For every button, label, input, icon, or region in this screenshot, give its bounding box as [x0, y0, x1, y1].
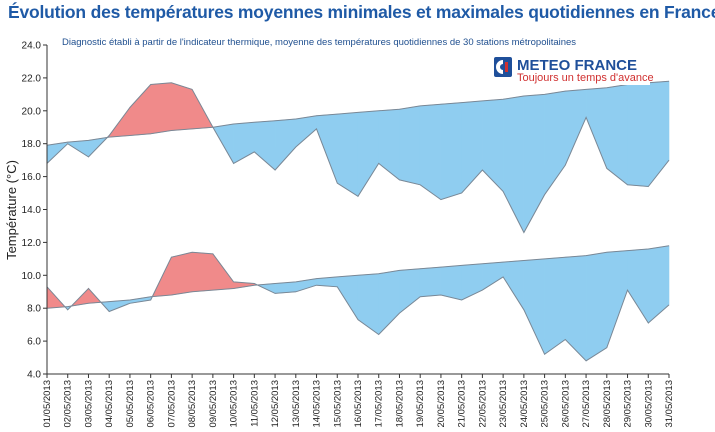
- min-temp-below-normal-area: [627, 248, 649, 325]
- x-tick-label: 20/05/2013: [436, 380, 447, 428]
- x-tick-label: 16/05/2013: [353, 380, 364, 428]
- meteo-france-logo: METEO FRANCE Toujours un temps d'avance: [492, 53, 654, 85]
- x-tick-label: 30/05/2013: [643, 380, 654, 428]
- y-tick-label: 24.0: [22, 41, 42, 52]
- x-tick-label: 05/05/2013: [125, 380, 136, 428]
- y-tick-label: 12.0: [22, 238, 42, 249]
- y-tick-label: 4.0: [27, 370, 41, 381]
- x-tick-label: 28/05/2013: [602, 380, 613, 428]
- x-tick-label: 22/05/2013: [477, 380, 488, 428]
- max-temp-above-normal-area: [129, 83, 151, 136]
- min-temp-below-normal-area: [544, 256, 566, 355]
- x-tick-label: 14/05/2013: [312, 380, 323, 428]
- y-tick-label: 16.0: [22, 172, 42, 183]
- x-tick-label: 18/05/2013: [394, 380, 405, 428]
- min-temp-below-normal-area: [399, 268, 421, 314]
- y-tick-label: 14.0: [22, 205, 42, 216]
- logo-slogan: Toujours un temps d'avance: [517, 72, 654, 84]
- x-tick-label: 04/05/2013: [104, 380, 115, 428]
- max-temp-below-normal-area: [274, 118, 297, 171]
- y-axis-label: Température (°C): [4, 160, 19, 260]
- x-tick-label: 13/05/2013: [291, 380, 302, 428]
- min-temp-below-normal-area: [378, 270, 400, 336]
- x-tick-label: 07/05/2013: [166, 380, 177, 428]
- y-tick-label: 8.0: [27, 304, 41, 315]
- min-temp-below-normal-area: [647, 245, 670, 324]
- min-temp-below-normal-area: [502, 260, 525, 311]
- x-tick-label: 08/05/2013: [187, 380, 198, 428]
- min-temp-below-normal-area: [419, 266, 442, 298]
- min-temp-above-normal-area: [191, 251, 214, 293]
- chart-subtitle: Diagnostic établi à partir de l'indicate…: [62, 37, 576, 48]
- x-tick-label: 26/05/2013: [560, 380, 571, 428]
- x-tick-label: 09/05/2013: [208, 380, 219, 428]
- min-temp-below-normal-area: [336, 274, 359, 321]
- x-tick-label: 25/05/2013: [540, 380, 551, 428]
- min-temp-below-normal-area: [357, 273, 380, 336]
- x-tick-label: 31/05/2013: [664, 380, 675, 428]
- x-tick-label: 21/05/2013: [457, 380, 468, 428]
- y-tick-label: 6.0: [27, 337, 41, 348]
- x-tick-label: 17/05/2013: [374, 380, 385, 428]
- logo-name: METEO FRANCE: [517, 57, 637, 74]
- min-temp-below-normal-area: [523, 258, 545, 355]
- max-temp-below-normal-area: [378, 108, 400, 181]
- max-temp-below-normal-area: [606, 84, 628, 186]
- min-temp-below-normal-area: [440, 265, 463, 301]
- min-temp-normal-line: [46, 245, 670, 309]
- y-tick-label: 10.0: [22, 271, 42, 282]
- max-temp-normal-line: [46, 80, 670, 146]
- x-tick-label: 12/05/2013: [270, 380, 281, 428]
- x-tick-label: 23/05/2013: [498, 380, 509, 428]
- min-temp-below-normal-area: [585, 251, 608, 362]
- min-temp-above-normal-area: [171, 251, 193, 296]
- x-tick-label: 11/05/2013: [249, 380, 260, 427]
- max-temp-above-normal-area: [171, 82, 193, 131]
- max-temp-below-normal-area: [523, 94, 545, 233]
- y-tick-label: 18.0: [22, 139, 42, 150]
- meteo-france-emblem-icon: [494, 57, 512, 77]
- x-tick-label: 03/05/2013: [83, 380, 94, 428]
- x-tick-label: 15/05/2013: [332, 380, 343, 428]
- x-tick-label: 29/05/2013: [623, 380, 634, 428]
- max-temp-below-normal-area: [647, 80, 670, 188]
- max-temp-below-normal-area: [461, 100, 483, 194]
- x-tick-label: 06/05/2013: [146, 380, 157, 428]
- max-temp-below-normal-area: [564, 89, 587, 166]
- x-tick-label: 19/05/2013: [415, 380, 426, 428]
- max-temp-below-normal-area: [254, 120, 276, 171]
- max-temp-below-normal-area: [316, 113, 338, 184]
- max-temp-below-normal-area: [399, 105, 421, 186]
- x-tick-label: 02/05/2013: [63, 380, 74, 428]
- x-tick-label: 27/05/2013: [581, 380, 592, 428]
- y-tick-label: 20.0: [22, 106, 42, 117]
- min-temp-below-normal-area: [482, 261, 504, 291]
- min-temp-observed-line: [46, 251, 670, 362]
- max-temp-below-normal-area: [440, 102, 463, 201]
- min-temp-below-normal-area: [564, 255, 587, 362]
- max-temp-observed-line: [46, 82, 670, 234]
- subtitle-background: [60, 35, 612, 49]
- y-tick-label: 22.0: [22, 73, 42, 84]
- max-temp-below-normal-area: [627, 82, 649, 187]
- max-temp-below-normal-area: [419, 103, 442, 201]
- min-temp-above-normal-area: [212, 252, 234, 291]
- max-temp-below-normal-area: [585, 87, 608, 169]
- max-temp-below-normal-area: [482, 98, 504, 193]
- max-temp-below-normal-area: [357, 110, 380, 198]
- max-temp-above-normal-area: [150, 82, 172, 135]
- x-tick-label: 01/05/2013: [42, 380, 53, 428]
- x-tick-label: 24/05/2013: [519, 380, 530, 428]
- x-tick-label: 10/05/2013: [229, 380, 240, 428]
- max-temp-below-normal-area: [336, 112, 359, 197]
- page-title: Évolution des températures moyennes mini…: [8, 2, 715, 22]
